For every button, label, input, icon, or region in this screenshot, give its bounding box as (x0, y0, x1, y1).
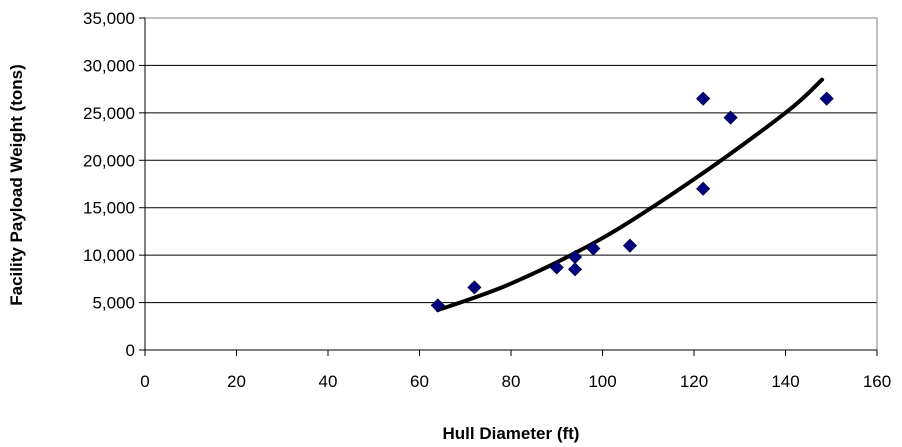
data-point (723, 110, 738, 125)
y-axis-title: Facility Payload Weight (tons) (7, 64, 26, 306)
y-gridlines (145, 17, 877, 304)
x-tick-label: 140 (771, 372, 799, 391)
x-axis: 0 20 40 60 80 100 120 140 160 (140, 349, 891, 391)
data-point (567, 262, 583, 277)
data-point (567, 249, 583, 265)
data-point (467, 280, 482, 295)
x-tick-label: 160 (863, 372, 891, 391)
plot-area (144, 17, 878, 351)
y-tick-label: 10,000 (83, 246, 135, 265)
y-axis: 0 5,000 10,000 15,000 20,000 25,000 30,000 35,0… (83, 9, 146, 360)
x-tick-label: 40 (319, 372, 338, 391)
data-point (622, 238, 638, 253)
x-tick-label: 0 (140, 372, 149, 391)
data-point (430, 298, 445, 313)
x-tick-label: 120 (680, 372, 708, 391)
data-points (430, 91, 834, 313)
y-tick-label: 20,000 (83, 151, 135, 170)
y-tick-label: 15,000 (83, 199, 135, 218)
data-point (696, 91, 711, 106)
trendline (435, 77, 825, 313)
x-tick-label: 80 (502, 372, 521, 391)
data-point (549, 260, 564, 275)
data-point (696, 181, 711, 196)
y-tick-label: 35,000 (83, 9, 135, 28)
x-axis-title: Hull Diameter (ft) (443, 424, 580, 443)
y-tick-label: 30,000 (83, 56, 135, 75)
y-tick-label: 5,000 (92, 294, 135, 313)
y-tick-label: 25,000 (83, 104, 135, 123)
data-point (819, 91, 834, 106)
x-tick-label: 20 (227, 372, 246, 391)
x-tick-label: 60 (410, 372, 429, 391)
data-point (586, 241, 601, 256)
y-tick-label: 0 (126, 341, 135, 360)
x-tick-label: 100 (588, 372, 616, 391)
